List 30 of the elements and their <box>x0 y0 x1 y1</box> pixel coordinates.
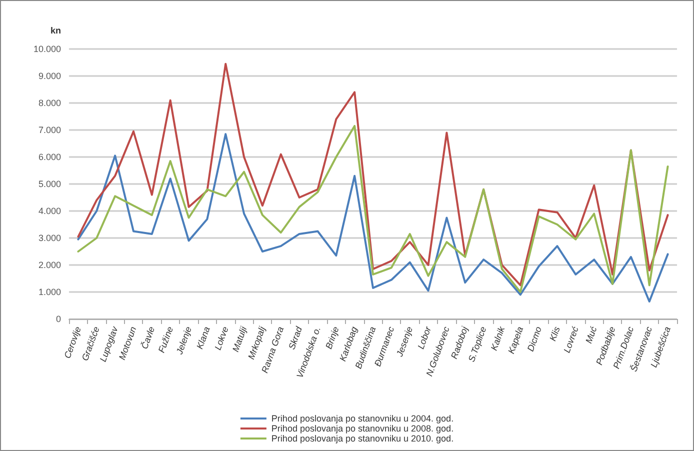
x-tick-label: Brinje <box>324 325 341 350</box>
x-tick-label: Muć <box>584 324 599 345</box>
x-tick-label: Klana <box>194 325 212 350</box>
y-tick-label: 3.000 <box>38 233 61 243</box>
y-tick-label: 5.000 <box>38 179 61 189</box>
x-tick-label: Lovreć <box>562 324 581 354</box>
y-tick-label: 7.000 <box>38 125 61 135</box>
x-tick-label: Dicmo <box>525 325 544 353</box>
y-tick-label: 4.000 <box>38 206 61 216</box>
y-tick-label: 8.000 <box>38 98 61 108</box>
x-tick-label: Jelenje <box>174 325 194 356</box>
legend-label: Prihod poslovanja po stanovniku u 2010. god. <box>271 434 454 444</box>
legend-label: Prihod poslovanja po stanovniku u 2008. god. <box>271 424 454 434</box>
line-series <box>77 62 669 286</box>
y-tick-label: 0 <box>56 314 61 324</box>
x-tick-label: Lokve <box>212 325 230 352</box>
x-tick-label: Kapela <box>506 325 526 356</box>
y-tick-label: 2.000 <box>38 260 61 270</box>
legend-label: Prihod poslovanja po stanovniku u 2004. god. <box>271 414 454 424</box>
x-tick-label: Čavle <box>139 325 157 350</box>
y-axis-title: kn <box>50 26 61 36</box>
x-tick-label: Kalnik <box>488 324 507 352</box>
y-tick-label: 1.000 <box>38 287 61 297</box>
x-tick-label: Klis <box>548 324 562 342</box>
x-tick-label: Jesenje <box>394 325 415 359</box>
y-tick-label: 10.000 <box>33 44 61 54</box>
x-tick-label: Matulji <box>230 324 250 354</box>
y-tick-label: 9.000 <box>38 71 61 81</box>
x-tick-label: Fužine <box>156 325 176 354</box>
y-tick-label: 6.000 <box>38 152 61 162</box>
